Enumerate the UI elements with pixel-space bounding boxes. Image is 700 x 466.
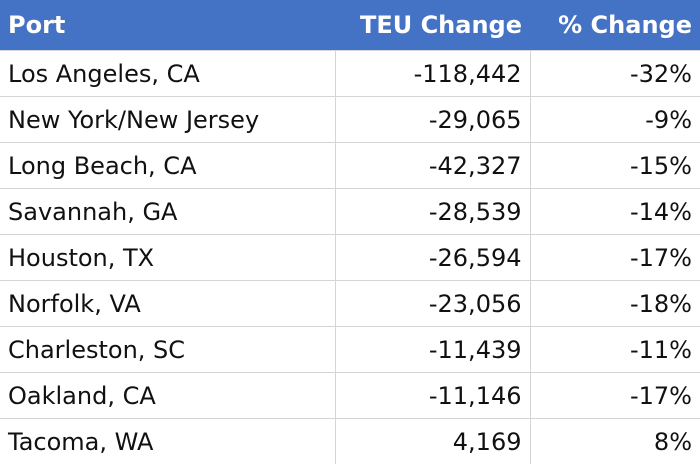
- value-cell: -118,442: [334, 50, 530, 97]
- table-row: Savannah, GA -28,539 -14%: [0, 188, 700, 235]
- column-header: % Change: [530, 0, 700, 51]
- table-row: Tacoma, WA 4,169 8%: [0, 418, 700, 464]
- table-row: New York/New Jersey -29,065 -9%: [0, 96, 700, 143]
- value-cell: 4,169: [334, 418, 530, 464]
- port-cell: Long Beach, CA: [0, 142, 335, 189]
- value-cell: -26,594: [334, 234, 530, 281]
- value-cell: -18%: [529, 280, 700, 327]
- value-cell: -11,146: [334, 372, 530, 419]
- port-cell: Savannah, GA: [0, 188, 335, 235]
- value-cell: -29,065: [334, 96, 530, 143]
- value-cell: -11,439: [334, 326, 530, 373]
- value-cell: -9%: [529, 96, 700, 143]
- table-row: Houston, TX -26,594 -17%: [0, 234, 700, 281]
- column-header: Port: [0, 0, 335, 51]
- port-cell: Charleston, SC: [0, 326, 335, 373]
- value-cell: -42,327: [334, 142, 530, 189]
- table-body: Los Angeles, CA -118,442 -32% New York/New …: [0, 50, 700, 464]
- port-cell: New York/New Jersey: [0, 96, 335, 143]
- port-cell: Tacoma, WA: [0, 418, 335, 464]
- value-cell: -17%: [529, 234, 700, 281]
- table-row: Norfolk, VA -23,056 -18%: [0, 280, 700, 327]
- table-row: Oakland, CA -11,146 -17%: [0, 372, 700, 419]
- value-cell: -32%: [529, 50, 700, 97]
- value-cell: -28,539: [334, 188, 530, 235]
- header-row: Port TEU Change% Change: [0, 0, 700, 51]
- port-cell: Oakland, CA: [0, 372, 335, 419]
- value-cell: -17%: [529, 372, 700, 419]
- port-cell: Norfolk, VA: [0, 280, 335, 327]
- port-cell: Los Angeles, CA: [0, 50, 335, 97]
- table-row: Los Angeles, CA -118,442 -32%: [0, 50, 700, 97]
- value-cell: -15%: [529, 142, 700, 189]
- table-row: Long Beach, CA -42,327 -15%: [0, 142, 700, 189]
- value-cell: -14%: [529, 188, 700, 235]
- value-cell: 8%: [529, 418, 700, 464]
- value-cell: -11%: [529, 326, 700, 373]
- table-row: Charleston, SC -11,439 -11%: [0, 326, 700, 373]
- value-cell: -23,056: [334, 280, 530, 327]
- port-cell: Houston, TX: [0, 234, 335, 281]
- column-header: TEU Change: [335, 0, 530, 51]
